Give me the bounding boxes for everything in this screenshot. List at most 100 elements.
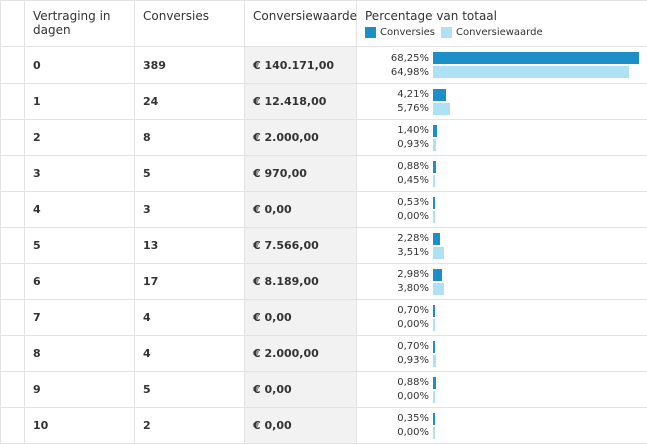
bar-value xyxy=(433,391,435,403)
table-row[interactable]: 9 5 € 0,00 0,88% 0,00% xyxy=(1,372,647,408)
row-select-cell[interactable] xyxy=(1,372,25,408)
conversions-cell: 3 xyxy=(135,192,245,228)
conversions-cell: 5 xyxy=(135,372,245,408)
row-select-cell[interactable] xyxy=(1,120,25,156)
row-select-cell[interactable] xyxy=(1,228,25,264)
bar-value xyxy=(433,103,450,115)
bar-conversions xyxy=(433,197,435,209)
conversions-cell: 389 xyxy=(135,47,245,84)
row-select-cell[interactable] xyxy=(1,47,25,84)
table-row[interactable]: 3 5 € 970,00 0,88% 0,45% xyxy=(1,156,647,192)
pct-value-label: 3,51% xyxy=(357,247,433,258)
column-header-conversions[interactable]: Conversies xyxy=(135,1,245,47)
bar-value xyxy=(433,355,436,367)
column-header-value[interactable]: Conversiewaarde xyxy=(245,1,357,47)
pct-value-label: 0,93% xyxy=(357,355,433,366)
row-select-cell[interactable] xyxy=(1,84,25,120)
conversions-cell: 5 xyxy=(135,156,245,192)
table-header-row: Vertraging in dagen Conversies Conversie… xyxy=(1,1,647,47)
conversions-cell: 4 xyxy=(135,336,245,372)
bar-value xyxy=(433,175,435,187)
pct-value-label: 0,00% xyxy=(357,319,433,330)
delay-cell: 5 xyxy=(25,228,135,264)
delay-cell: 1 xyxy=(25,84,135,120)
pct-value-label: 64,98% xyxy=(357,67,433,78)
percentage-cell: 2,98% 3,80% xyxy=(357,264,647,300)
percentage-cell: 2,28% 3,51% xyxy=(357,228,647,264)
value-cell: € 0,00 xyxy=(245,300,357,336)
pct-conversions-label: 0,53% xyxy=(357,197,433,208)
row-select-cell[interactable] xyxy=(1,300,25,336)
value-cell: € 12.418,00 xyxy=(245,84,357,120)
row-select-cell[interactable] xyxy=(1,336,25,372)
bar-conversions xyxy=(433,233,440,245)
conversions-cell: 4 xyxy=(135,300,245,336)
bar-value xyxy=(433,283,444,295)
pct-conversions-label: 1,40% xyxy=(357,125,433,136)
value-cell: € 7.566,00 xyxy=(245,228,357,264)
percentage-cell: 4,21% 5,76% xyxy=(357,84,647,120)
percentage-cell: 68,25% 64,98% xyxy=(357,47,647,84)
pct-conversions-label: 0,70% xyxy=(357,341,433,352)
row-select-cell[interactable] xyxy=(1,408,25,444)
row-select-cell[interactable] xyxy=(1,192,25,228)
value-cell: € 2.000,00 xyxy=(245,120,357,156)
legend-label-conversions: Conversies xyxy=(380,27,435,38)
legend-swatch-conversions xyxy=(365,27,376,38)
bar-conversions xyxy=(433,305,435,317)
conversions-cell: 24 xyxy=(135,84,245,120)
legend-label-value: Conversiewaarde xyxy=(456,27,543,38)
select-column-header xyxy=(1,1,25,47)
delay-cell: 8 xyxy=(25,336,135,372)
delay-cell: 9 xyxy=(25,372,135,408)
bar-value xyxy=(433,66,629,78)
value-cell: € 0,00 xyxy=(245,408,357,444)
percentage-cell: 0,88% 0,45% xyxy=(357,156,647,192)
table-row[interactable]: 4 3 € 0,00 0,53% 0,00% xyxy=(1,192,647,228)
pct-value-label: 0,45% xyxy=(357,175,433,186)
bar-value xyxy=(433,211,435,223)
percentage-cell: 0,70% 0,00% xyxy=(357,300,647,336)
pct-value-label: 0,00% xyxy=(357,391,433,402)
value-cell: € 0,00 xyxy=(245,192,357,228)
pct-value-label: 0,00% xyxy=(357,211,433,222)
bar-conversions xyxy=(433,413,435,425)
percentage-cell: 0,88% 0,00% xyxy=(357,372,647,408)
legend-swatch-value xyxy=(441,27,452,38)
delay-cell: 10 xyxy=(25,408,135,444)
pct-value-label: 0,00% xyxy=(357,427,433,438)
bar-conversions xyxy=(433,52,639,64)
pct-conversions-label: 0,70% xyxy=(357,305,433,316)
bar-conversions xyxy=(433,377,436,389)
table-row[interactable]: 10 2 € 0,00 0,35% 0,00% xyxy=(1,408,647,444)
delay-cell: 6 xyxy=(25,264,135,300)
conversions-cell: 8 xyxy=(135,120,245,156)
table-row[interactable]: 1 24 € 12.418,00 4,21% 5,76% xyxy=(1,84,647,120)
value-cell: € 0,00 xyxy=(245,372,357,408)
delay-cell: 4 xyxy=(25,192,135,228)
bar-conversions xyxy=(433,125,437,137)
pct-conversions-label: 0,88% xyxy=(357,161,433,172)
table-row[interactable]: 5 13 € 7.566,00 2,28% 3,51% xyxy=(1,228,647,264)
value-cell: € 140.171,00 xyxy=(245,47,357,84)
row-select-cell[interactable] xyxy=(1,264,25,300)
value-cell: € 2.000,00 xyxy=(245,336,357,372)
row-select-cell[interactable] xyxy=(1,156,25,192)
pct-conversions-label: 2,28% xyxy=(357,233,433,244)
table-row[interactable]: 7 4 € 0,00 0,70% 0,00% xyxy=(1,300,647,336)
column-header-delay[interactable]: Vertraging in dagen xyxy=(25,1,135,47)
pct-value-label: 5,76% xyxy=(357,103,433,114)
pct-conversions-label: 2,98% xyxy=(357,269,433,280)
table-row[interactable]: 2 8 € 2.000,00 1,40% 0,93% xyxy=(1,120,647,156)
table-row[interactable]: 6 17 € 8.189,00 2,98% 3,80% xyxy=(1,264,647,300)
table-row[interactable]: 8 4 € 2.000,00 0,70% 0,93% xyxy=(1,336,647,372)
conversions-cell: 2 xyxy=(135,408,245,444)
percentage-cell: 1,40% 0,93% xyxy=(357,120,647,156)
table-row[interactable]: 0 389 € 140.171,00 68,25% 64,98% xyxy=(1,47,647,84)
bar-value xyxy=(433,139,436,151)
percentage-cell: 0,53% 0,00% xyxy=(357,192,647,228)
pct-conversions-label: 0,35% xyxy=(357,413,433,424)
percentage-cell: 0,35% 0,00% xyxy=(357,408,647,444)
pct-conversions-label: 4,21% xyxy=(357,89,433,100)
